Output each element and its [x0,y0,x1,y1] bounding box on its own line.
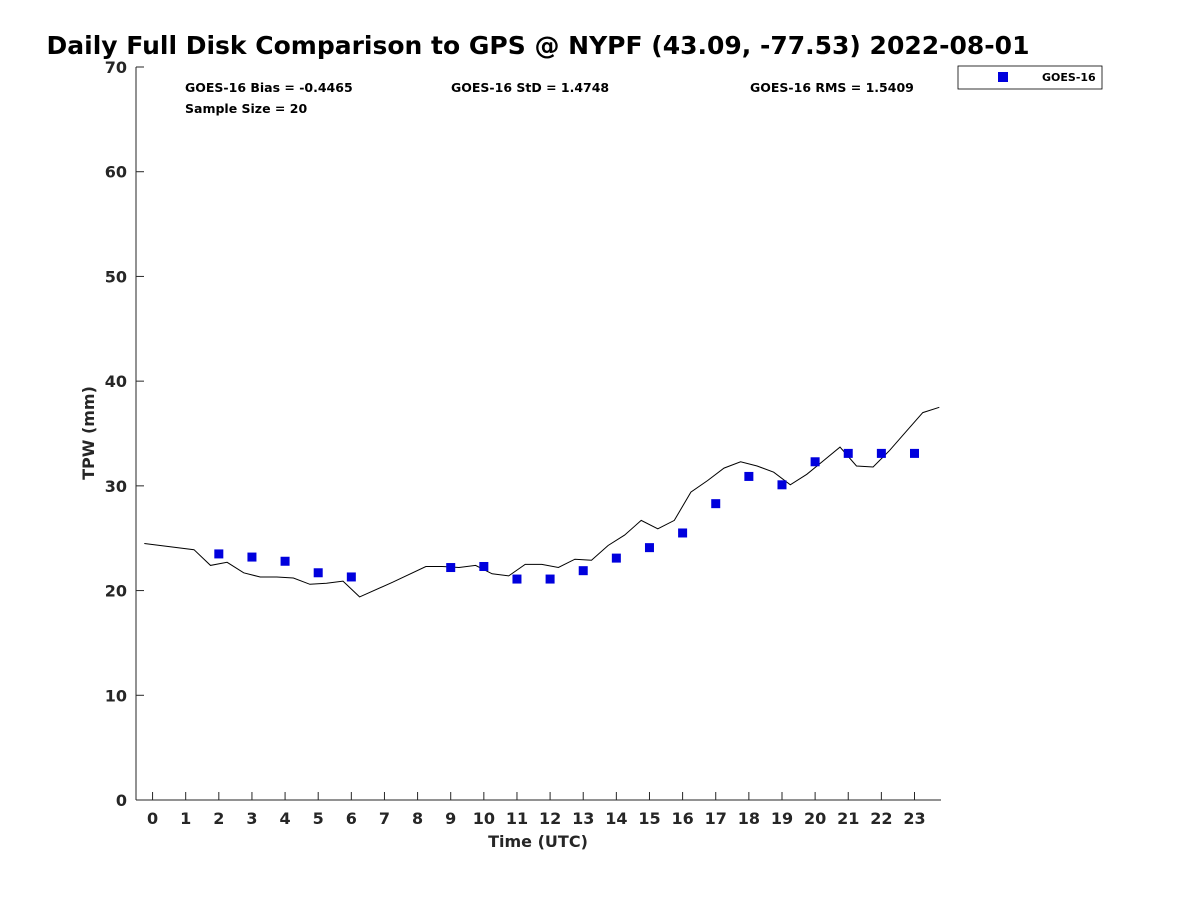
legend-box [957,65,1103,90]
legend-marker [998,72,1008,82]
goes16-point [744,471,754,481]
goes16-point [214,549,224,559]
goes16-point [777,480,787,490]
y-tick-label: 0 [116,791,127,810]
goes16-point [678,528,688,538]
x-tick-label: 19 [771,809,793,828]
x-tick-label: 14 [605,809,627,828]
goes16-point [611,553,621,563]
x-tick-label: 8 [412,809,423,828]
x-tick-label: 7 [379,809,390,828]
goes16-point [247,552,257,562]
y-axis-label: TPW (mm) [79,386,98,480]
x-tick-label: 3 [246,809,257,828]
x-tick-label: 10 [473,809,495,828]
goes16-point [843,448,853,458]
axes [135,67,941,801]
x-tick-label: 21 [837,809,859,828]
x-tick-label: 12 [539,809,561,828]
goes16-point [479,561,489,571]
x-tick-label: 5 [313,809,324,828]
goes16-point [512,574,522,584]
y-axis-ticks: 0 10 20 30 40 50 60 70 [105,58,144,810]
y-tick-label: 60 [105,163,127,182]
rms-stat: GOES-16 RMS = 1.5409 [750,80,914,95]
x-axis-label: Time (UTC) [488,832,588,851]
goes16-point [810,457,820,467]
goes16-point [280,556,290,566]
x-tick-label: 22 [870,809,892,828]
bias-stat: GOES-16 Bias = -0.4465 [185,80,353,95]
x-tick-label: 2 [213,809,224,828]
x-tick-label: 6 [346,809,357,828]
x-tick-label: 4 [280,809,291,828]
x-tick-label: 9 [445,809,456,828]
x-axis-ticks: 0 1 2 3 4 5 6 7 8 9 10 11 12 13 14 15 16 17 18 19 20 21 22 23 [147,792,926,828]
y-tick-label: 70 [105,58,127,77]
x-tick-label: 15 [638,809,660,828]
x-tick-label: 20 [804,809,826,828]
legend: GOES-16 [957,65,1103,90]
chart-title: Daily Full Disk Comparison to GPS @ NYPF… [47,31,1030,60]
goes16-point [909,448,919,458]
gps-tpw-line [144,406,940,598]
goes16-point [545,574,555,584]
goes16-point [313,568,323,578]
goes16-point [711,499,721,509]
x-tick-label: 16 [671,809,693,828]
x-tick-label: 13 [572,809,594,828]
y-tick-label: 30 [105,477,127,496]
x-tick-label: 11 [506,809,528,828]
goes16-point [644,543,654,553]
goes16-point [446,563,456,573]
goes16-point [346,572,356,582]
legend-entry-goes16: GOES-16 [1042,71,1096,84]
y-tick-label: 20 [105,582,127,601]
goes16-point [578,566,588,576]
goes16-point [876,448,886,458]
std-stat: GOES-16 StD = 1.4748 [451,80,609,95]
y-tick-label: 40 [105,372,127,391]
x-tick-label: 23 [903,809,925,828]
y-tick-label: 50 [105,267,127,286]
series-layer [144,406,940,598]
x-tick-label: 1 [180,809,191,828]
y-tick-label: 10 [105,686,127,705]
x-tick-label: 0 [147,809,158,828]
x-tick-label: 17 [705,809,727,828]
x-tick-label: 18 [738,809,760,828]
sample-size-stat: Sample Size = 20 [185,101,307,116]
